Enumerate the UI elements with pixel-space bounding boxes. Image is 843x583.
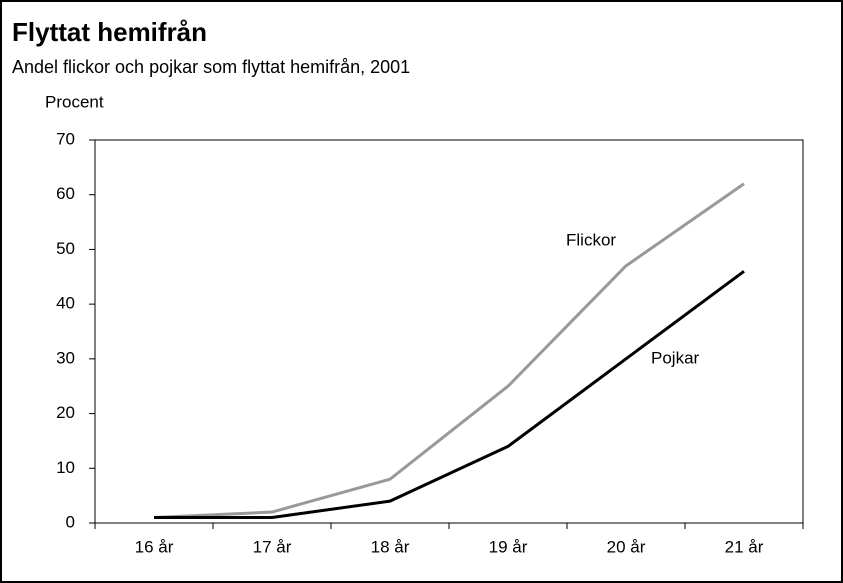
x-tick-label: 19 år xyxy=(489,537,528,556)
x-tick-label: 20 år xyxy=(607,537,646,556)
x-tick-label: 18 år xyxy=(371,537,410,556)
y-tick-label: 40 xyxy=(56,294,75,313)
x-tick-label: 21 år xyxy=(725,537,764,556)
y-tick-label: 0 xyxy=(66,512,75,531)
y-axis-label: Procent xyxy=(45,92,104,111)
y-tick-label: 20 xyxy=(56,403,75,422)
y-tick-label: 60 xyxy=(56,184,75,203)
y-tick-label: 70 xyxy=(56,129,75,148)
y-tick-label: 50 xyxy=(56,239,75,258)
chart-subtitle: Andel flickor och pojkar som flyttat hem… xyxy=(12,57,410,77)
y-tick-label: 10 xyxy=(56,458,75,477)
series-line xyxy=(153,182,745,520)
series-line xyxy=(154,270,745,520)
series-label: Flickor xyxy=(566,230,616,249)
series-label: Pojkar xyxy=(651,348,700,367)
y-tick-label: 30 xyxy=(56,348,75,367)
chart-title: Flyttat hemifrån xyxy=(12,17,207,47)
x-tick-label: 17 år xyxy=(253,537,292,556)
x-tick-label: 16 år xyxy=(135,537,174,556)
